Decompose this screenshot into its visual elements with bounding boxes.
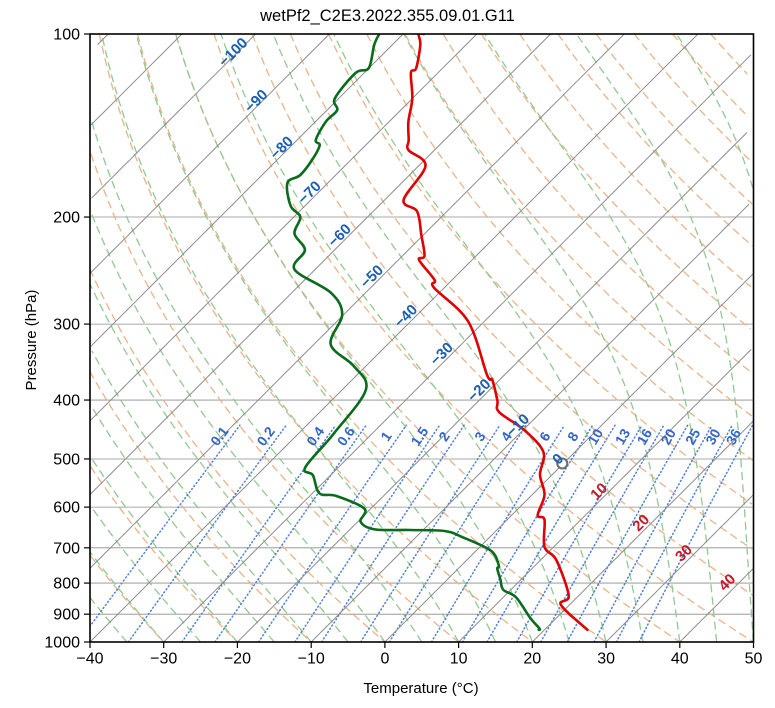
svg-text:800: 800 <box>53 576 80 593</box>
svg-text:300: 300 <box>53 317 80 334</box>
svg-text:−30: −30 <box>150 651 177 668</box>
svg-text:−20: −20 <box>224 651 251 668</box>
svg-text:1000: 1000 <box>44 635 80 652</box>
svg-text:900: 900 <box>53 607 80 624</box>
svg-text:400: 400 <box>53 393 80 410</box>
svg-text:200: 200 <box>53 210 80 227</box>
svg-text:−10: −10 <box>298 651 325 668</box>
svg-text:Pressure (hPa): Pressure (hPa) <box>23 290 40 391</box>
svg-text:10: 10 <box>450 651 468 668</box>
svg-text:500: 500 <box>53 451 80 468</box>
svg-text:40: 40 <box>671 651 689 668</box>
svg-text:100: 100 <box>53 27 80 44</box>
svg-text:0: 0 <box>380 651 389 668</box>
svg-text:600: 600 <box>53 500 80 517</box>
svg-text:−40: −40 <box>76 651 103 668</box>
svg-text:20: 20 <box>523 651 541 668</box>
svg-text:700: 700 <box>53 540 80 557</box>
svg-text:50: 50 <box>745 651 763 668</box>
svg-text:30: 30 <box>597 651 615 668</box>
svg-text:Temperature (°C): Temperature (°C) <box>363 680 478 697</box>
